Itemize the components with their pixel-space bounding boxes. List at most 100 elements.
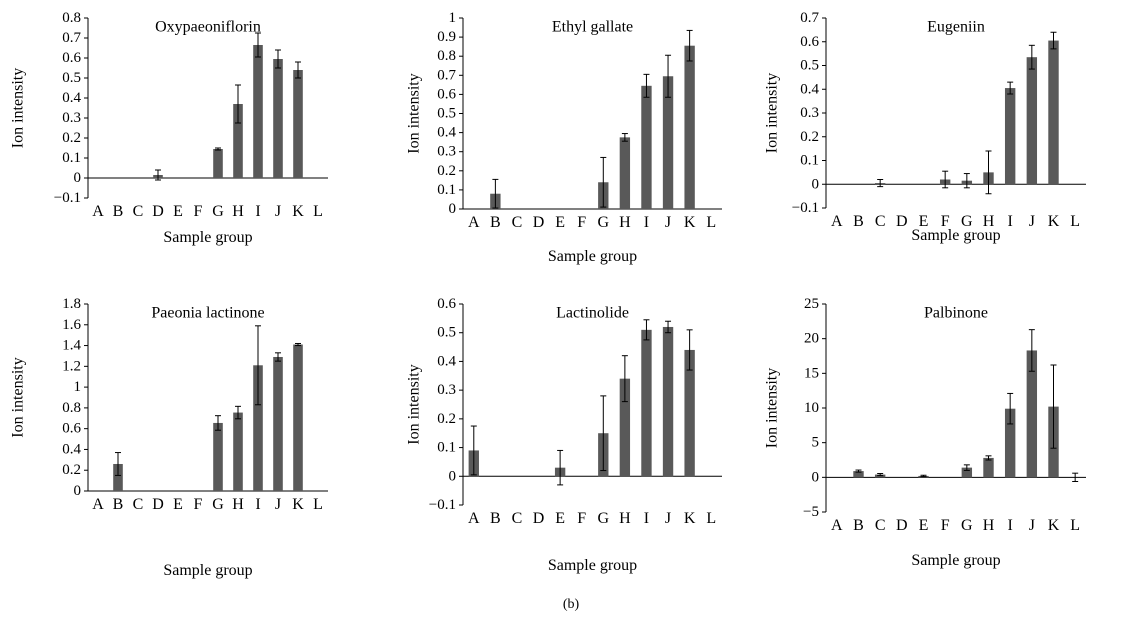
- x-category-label: F: [194, 496, 203, 513]
- y-tick-label: 0: [74, 483, 82, 499]
- x-category-label: K: [684, 510, 696, 527]
- chart-title: Ethyl gallate: [552, 18, 633, 35]
- x-category-label: G: [212, 203, 224, 220]
- y-tick-label: 0.6: [62, 421, 81, 437]
- x-category-label: A: [468, 214, 480, 231]
- x-category-label: E: [555, 214, 565, 231]
- y-tick-label: 5: [812, 435, 820, 451]
- x-category-label: I: [255, 496, 260, 513]
- x-category-label: A: [92, 203, 104, 220]
- x-axis-label: Sample group: [163, 229, 252, 246]
- x-category-label: H: [232, 496, 244, 513]
- chart-title: Paeonia lactinone: [151, 304, 264, 321]
- y-axis-label: Ion intensity: [10, 357, 27, 437]
- y-tick-label: 0.3: [437, 144, 456, 160]
- bar-J: [662, 76, 674, 209]
- x-category-label: K: [1048, 213, 1060, 230]
- y-tick-label: 0.1: [437, 440, 456, 456]
- bar-J: [662, 326, 674, 477]
- y-tick-label: 0.3: [62, 110, 81, 126]
- bar-K: [1048, 40, 1059, 185]
- y-tick-label: −0.1: [429, 497, 456, 513]
- y-tick-label: 0.1: [800, 153, 819, 169]
- x-category-label: E: [173, 496, 183, 513]
- y-tick-label: 0.7: [437, 67, 456, 83]
- y-tick-label: 0.5: [437, 325, 456, 341]
- x-category-label: E: [919, 517, 929, 534]
- x-category-label: A: [831, 517, 843, 534]
- y-tick-label: 0.5: [437, 106, 456, 122]
- y-tick-label: 0.2: [62, 130, 81, 146]
- x-category-label: E: [173, 203, 183, 220]
- x-category-label: G: [598, 510, 610, 527]
- bar-J: [273, 59, 283, 178]
- x-category-label: L: [706, 214, 716, 231]
- bar-I: [1004, 88, 1016, 185]
- x-category-label: D: [533, 214, 545, 231]
- x-category-label: J: [1029, 213, 1035, 230]
- chart-panel-4: Paeonia lactinone 0 0.2 0.4 0.6 0.8 1 1.2 1.4 1.6…: [10, 296, 328, 579]
- y-tick-label: 0: [812, 469, 820, 485]
- x-category-label: J: [665, 214, 671, 231]
- bar-I: [641, 329, 652, 477]
- y-tick-label: 0.4: [62, 441, 81, 457]
- x-category-label: I: [1008, 213, 1013, 230]
- x-category-label: C: [512, 510, 523, 527]
- x-category-label: J: [1029, 517, 1035, 534]
- y-tick-label: 0.5: [62, 70, 81, 86]
- y-axis-label: Ion intensity: [764, 73, 781, 153]
- x-category-label: G: [961, 517, 973, 534]
- x-category-label: G: [598, 214, 610, 231]
- y-axis-label: Ion intensity: [764, 368, 781, 448]
- x-category-label: E: [555, 510, 565, 527]
- y-tick-label: 0.3: [437, 382, 456, 398]
- y-axis-label: Ion intensity: [406, 364, 423, 444]
- y-tick-label: 0.2: [800, 129, 819, 145]
- x-category-label: C: [875, 213, 886, 230]
- y-tick-label: 0: [449, 201, 457, 217]
- chart-title: Lactinolide: [556, 304, 629, 321]
- y-tick-label: 0.8: [62, 400, 81, 416]
- x-category-label: B: [490, 214, 501, 231]
- x-category-label: D: [533, 510, 545, 527]
- y-tick-label: −5: [803, 504, 819, 520]
- x-category-label: C: [875, 517, 886, 534]
- x-category-label: D: [896, 517, 908, 534]
- y-tick-label: −0.1: [54, 190, 81, 206]
- y-tick-label: 10: [804, 400, 819, 416]
- x-category-label: C: [133, 496, 144, 513]
- y-tick-label: 1: [449, 10, 457, 26]
- x-category-label: H: [983, 213, 995, 230]
- x-category-label: K: [684, 214, 696, 231]
- x-category-label: F: [941, 517, 950, 534]
- y-tick-label: 15: [804, 365, 819, 381]
- x-category-label: C: [133, 203, 144, 220]
- y-tick-label: 0.2: [437, 411, 456, 427]
- x-category-label: D: [152, 496, 164, 513]
- x-category-label: D: [152, 203, 164, 220]
- y-tick-label: 0.9: [437, 29, 456, 45]
- x-category-label: A: [831, 213, 843, 230]
- y-axis-label: Ion intensity: [10, 68, 27, 148]
- bar-I: [641, 85, 652, 209]
- bar-B: [853, 471, 864, 478]
- x-category-label: L: [313, 496, 323, 513]
- y-tick-label: −0.1: [792, 200, 819, 216]
- x-axis-label: Sample group: [911, 552, 1000, 569]
- x-category-label: K: [292, 203, 304, 220]
- y-tick-label: 1: [74, 379, 82, 395]
- bar-B: [113, 463, 123, 491]
- x-category-label: H: [619, 214, 631, 231]
- x-category-label: H: [232, 203, 244, 220]
- x-category-label: I: [255, 203, 260, 220]
- x-category-label: C: [512, 214, 523, 231]
- y-tick-label: 0.7: [62, 30, 81, 46]
- x-axis-label: Sample group: [548, 557, 637, 574]
- bar-G: [213, 422, 223, 491]
- y-tick-label: 0.1: [437, 182, 456, 198]
- x-category-label: L: [706, 510, 716, 527]
- y-tick-label: 0.2: [62, 462, 81, 478]
- x-category-label: L: [313, 203, 323, 220]
- bar-J: [1026, 350, 1038, 478]
